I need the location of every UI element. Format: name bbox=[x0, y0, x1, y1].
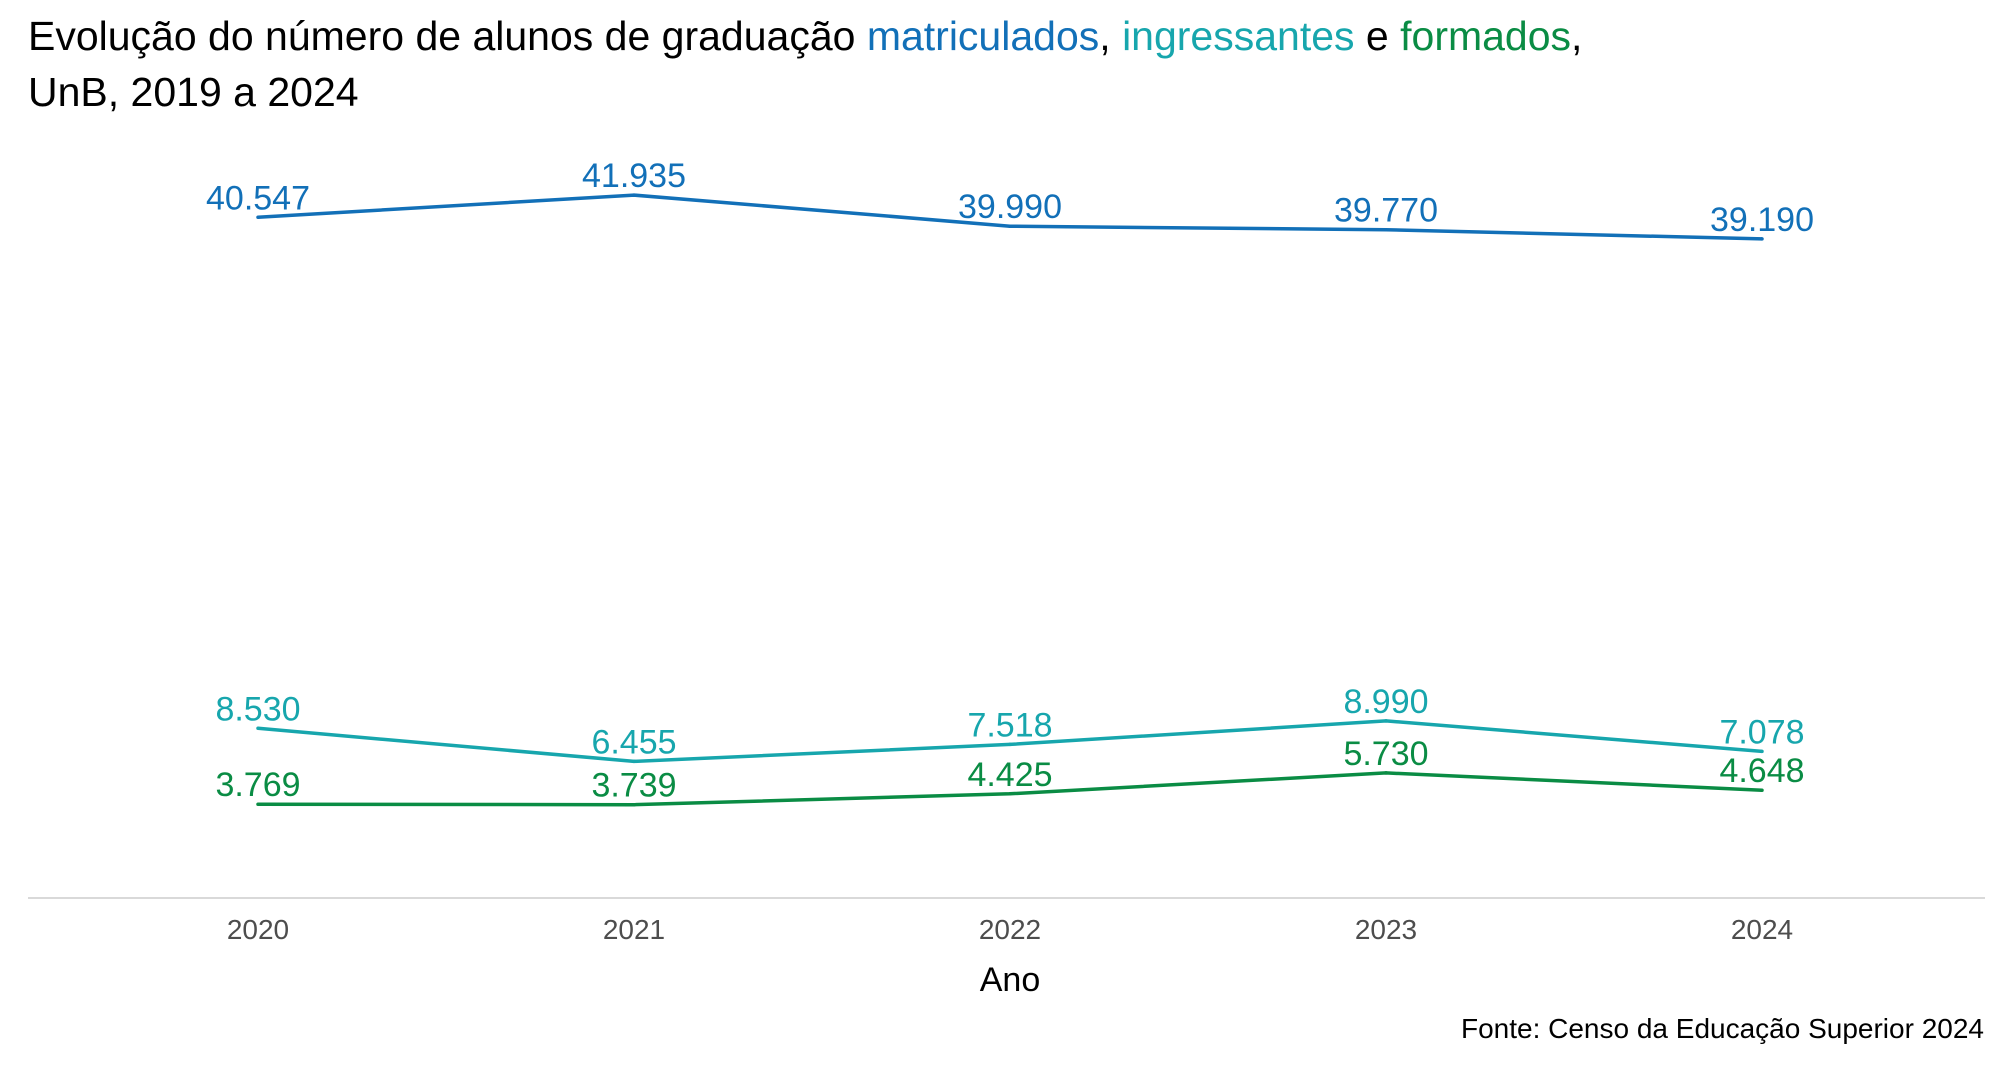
x-tick-label-2024: 2024 bbox=[1731, 914, 1793, 945]
data-point-matriculados-2020 bbox=[256, 215, 260, 220]
chart-title-keyword-ingressantes: ingressantes bbox=[1122, 13, 1355, 59]
series-ingressantes: 8.530 6.455 7.518 8.990 7.078 bbox=[215, 683, 1805, 764]
data-point-matriculados-2023 bbox=[1384, 227, 1388, 232]
data-label-ingressantes-2022: 7.518 bbox=[967, 706, 1052, 744]
data-label-formados-2020: 3.769 bbox=[215, 766, 300, 804]
chart-title-conjunction: e bbox=[1354, 13, 1401, 59]
chart-title: Evolução do número de alunos de graduaçã… bbox=[28, 8, 1968, 120]
data-point-matriculados-2022 bbox=[1008, 224, 1012, 228]
chart-title-line-2: UnB, 2019 a 2024 bbox=[28, 69, 359, 115]
x-tick-label-2022: 2022 bbox=[979, 914, 1041, 945]
source-note: Fonte: Censo da Educação Superior 2024 bbox=[1460, 1013, 1984, 1044]
chart-title-keyword-formados: formados bbox=[1400, 13, 1572, 59]
data-point-formados-2022 bbox=[1008, 792, 1012, 796]
chart-title-separator: , bbox=[1099, 13, 1123, 59]
data-label-matriculados-2023: 39.770 bbox=[1334, 192, 1438, 230]
data-point-ingressantes-2024 bbox=[1760, 749, 1764, 754]
data-point-ingressantes-2020 bbox=[256, 726, 260, 731]
data-point-ingressantes-2023 bbox=[1384, 719, 1388, 723]
data-label-ingressantes-2023: 8.990 bbox=[1343, 683, 1428, 721]
x-tick-labels: 2020 2021 2022 2023 2024 bbox=[227, 914, 1793, 945]
data-label-matriculados-2020: 40.547 bbox=[206, 179, 310, 217]
x-tick-label-2020: 2020 bbox=[227, 914, 289, 945]
data-point-formados-2020 bbox=[256, 802, 260, 806]
chart-title-keyword-matriculados: matriculados bbox=[866, 13, 1100, 59]
data-point-ingressantes-2021 bbox=[632, 759, 636, 764]
x-axis-title: Ano bbox=[980, 961, 1041, 999]
data-point-ingressantes-2022 bbox=[1008, 742, 1012, 747]
data-label-ingressantes-2020: 8.530 bbox=[215, 690, 300, 728]
data-point-formados-2023 bbox=[1384, 771, 1388, 775]
data-label-matriculados-2022: 39.990 bbox=[958, 188, 1062, 226]
data-label-formados-2021: 3.739 bbox=[591, 767, 676, 805]
data-label-formados-2022: 4.425 bbox=[967, 756, 1052, 794]
x-tick-label-2023: 2023 bbox=[1355, 914, 1417, 945]
data-label-formados-2023: 5.730 bbox=[1343, 735, 1428, 773]
data-point-matriculados-2024 bbox=[1760, 237, 1764, 241]
chart-title-line-1: Evolução do número de alunos de graduaçã… bbox=[28, 8, 1968, 64]
data-label-formados-2024: 4.648 bbox=[1719, 752, 1804, 790]
chart-title-suffix: , bbox=[1571, 13, 1583, 59]
data-label-matriculados-2021: 41.935 bbox=[582, 157, 686, 195]
data-label-ingressantes-2021: 6.455 bbox=[591, 723, 676, 761]
chart-title-prefix: Evolução do número de alunos de graduaçã… bbox=[28, 13, 867, 59]
data-point-matriculados-2021 bbox=[632, 193, 636, 197]
series-matriculados: 40.547 41.935 39.990 39.770 39.190 bbox=[206, 157, 1814, 241]
series-layer: 40.547 41.935 39.990 39.770 39.190 8.530 6.455… bbox=[206, 157, 1814, 807]
data-label-ingressantes-2024: 7.078 bbox=[1719, 713, 1804, 751]
data-point-formados-2024 bbox=[1760, 788, 1764, 792]
x-tick-label-2021: 2021 bbox=[603, 914, 665, 945]
series-formados: 3.769 3.739 4.425 5.730 4.648 bbox=[215, 735, 1805, 807]
data-point-formados-2021 bbox=[632, 802, 636, 807]
data-label-matriculados-2024: 39.190 bbox=[1710, 201, 1814, 239]
